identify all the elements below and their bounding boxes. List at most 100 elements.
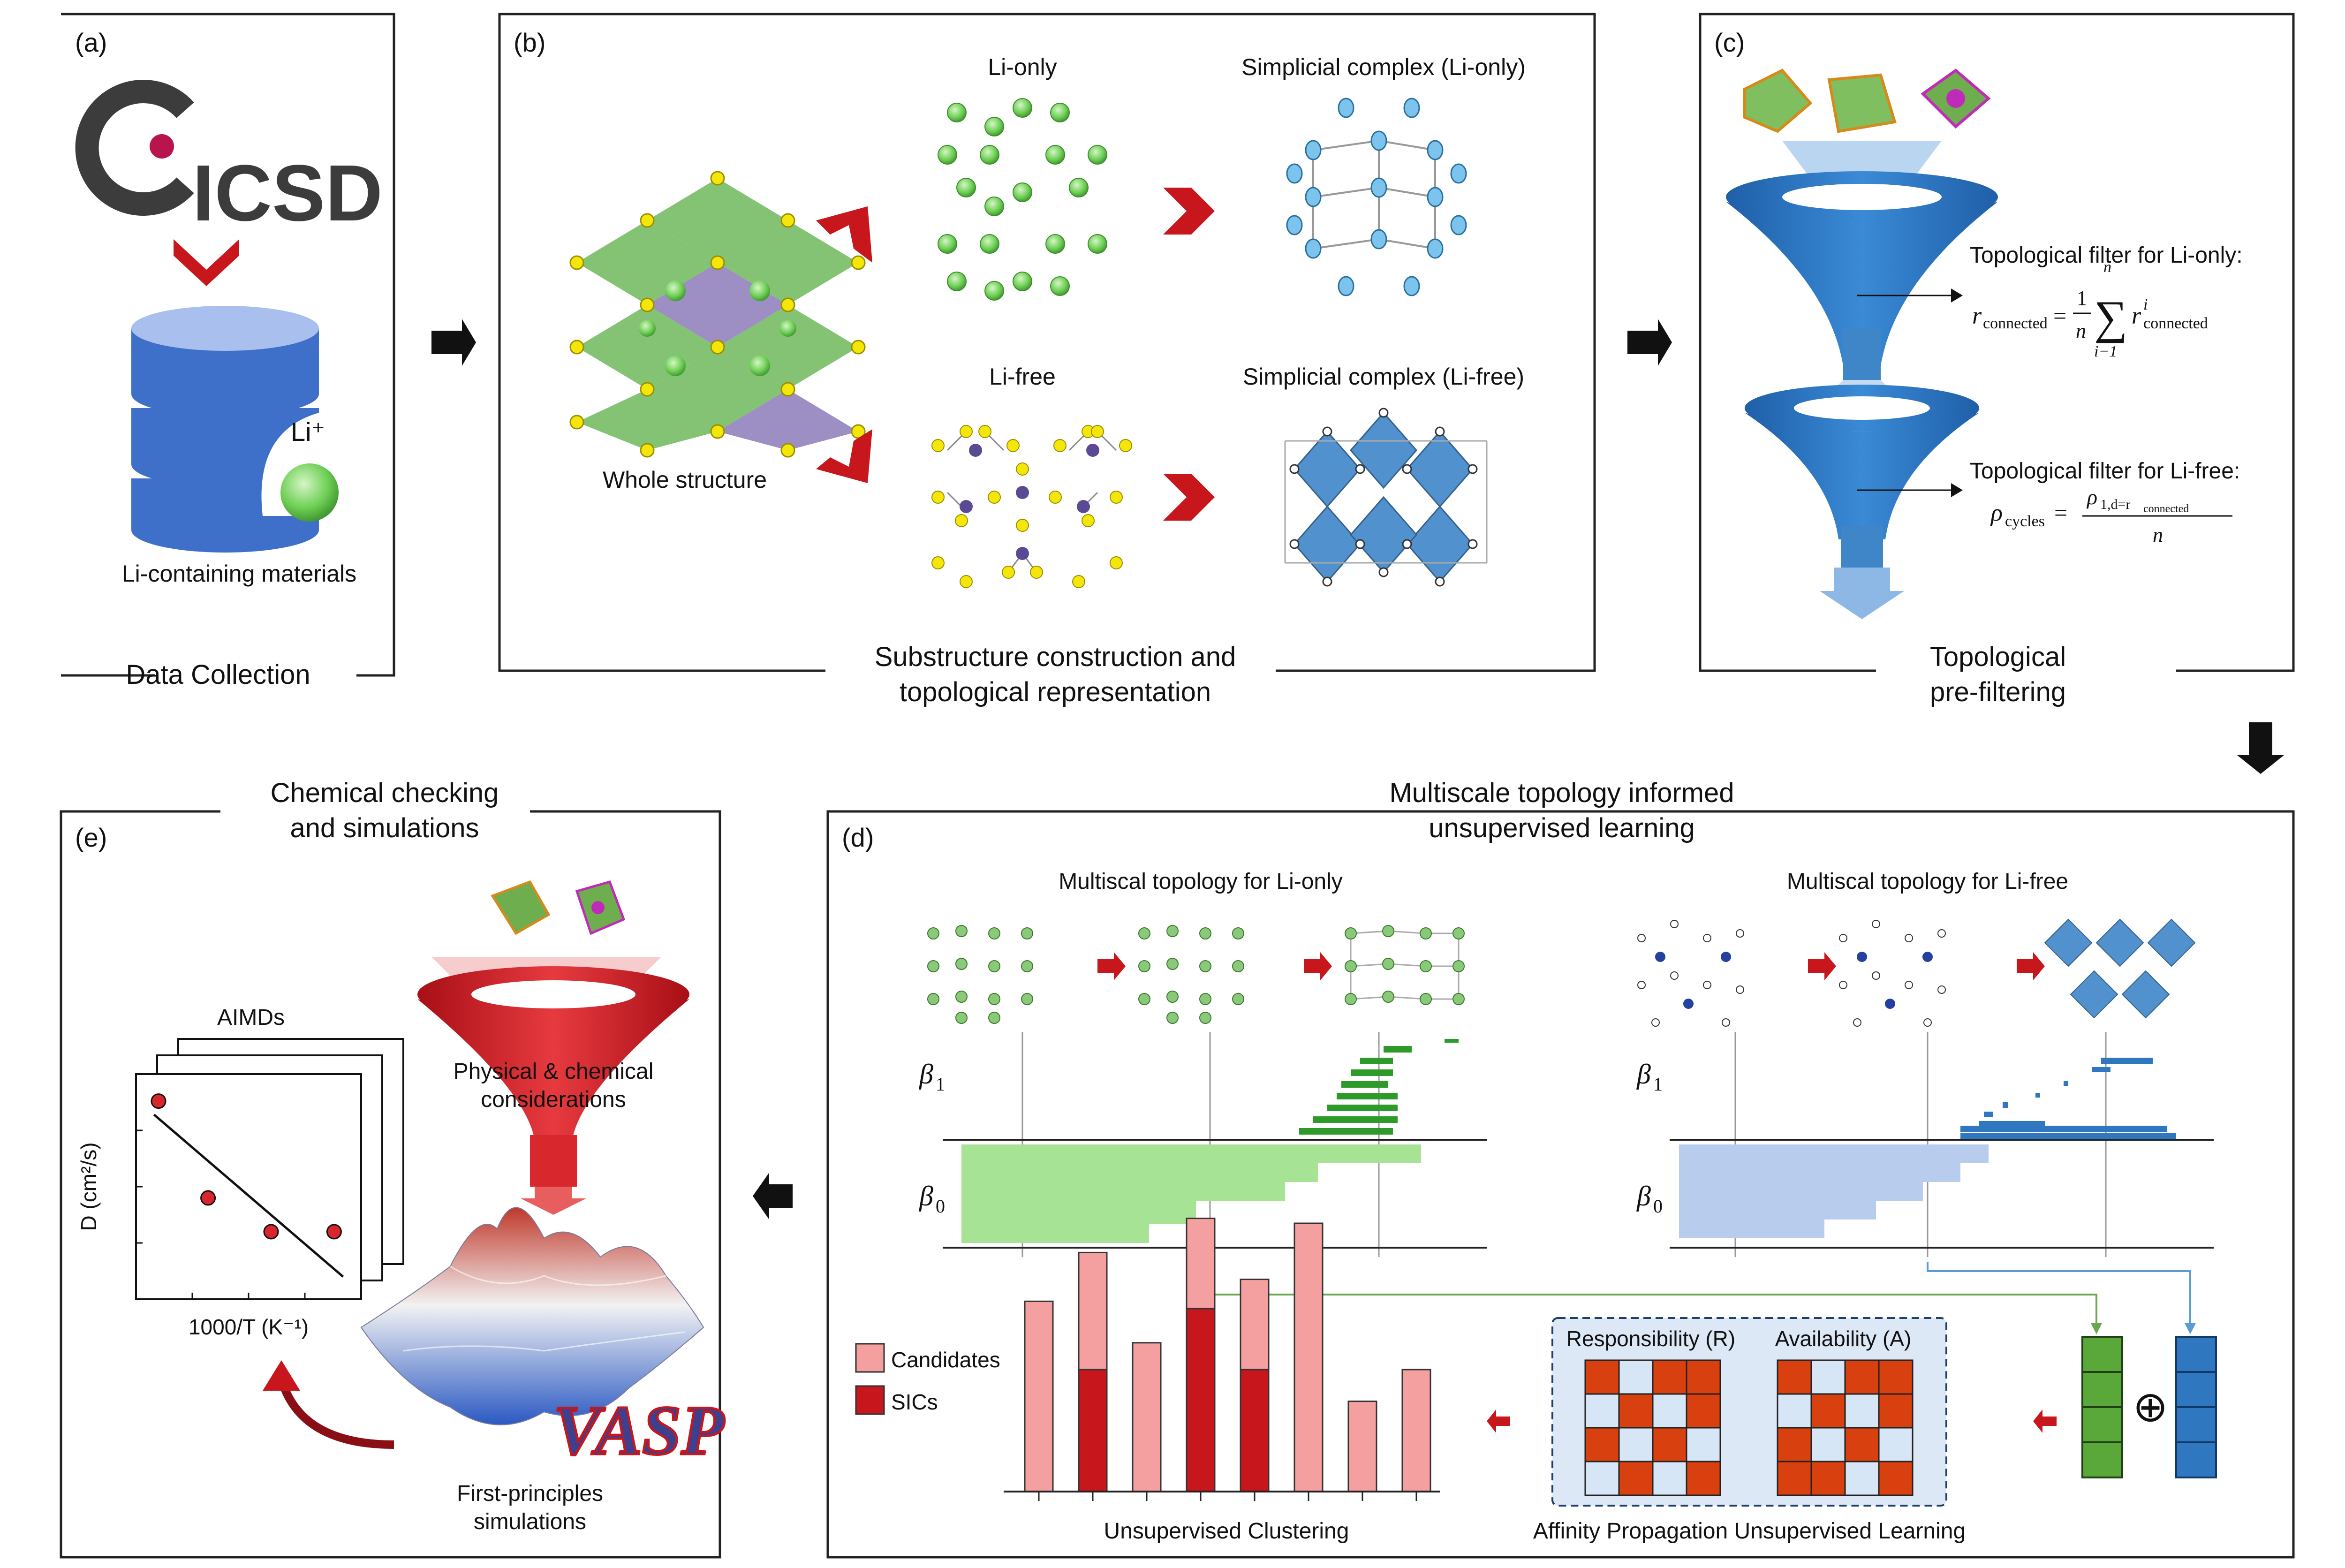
panel-a-frame: [61, 13, 395, 677]
filter1-formula: r connected = 1 n n ∑ i−1 r i connected: [1972, 258, 2208, 360]
matrix-cell: [1844, 1393, 1880, 1429]
database-icon: [131, 306, 328, 553]
arrow-right-icon: [1808, 952, 1836, 980]
filter1-title: Topological filter for Li-only:: [1970, 243, 2243, 268]
simplicial-li-only-label: Simplicial complex (Li-only): [1241, 54, 1526, 80]
funnel-label-line1: Physical & chemical: [454, 1059, 654, 1084]
chevron-down-right-icon: [816, 429, 872, 483]
sic-bar: [1186, 1308, 1216, 1492]
panel-d-frame: [826, 810, 2295, 1559]
fp-label-line1: First-principles: [457, 1481, 603, 1506]
cycle-arrow-icon: [277, 1378, 394, 1449]
simplicial-li-free-label: Simplicial complex (Li-free): [1243, 364, 1524, 390]
panel-b-caption-line1: Substructure construction and: [875, 642, 1236, 672]
li-free-beta1-bars: [1960, 1058, 2176, 1139]
panel-c-caption-line2: pre-filtering: [1930, 677, 2066, 707]
whole-structure-label: Whole structure: [603, 467, 767, 493]
svg-text:i: i: [2143, 296, 2148, 313]
sic-bar: [1078, 1369, 1108, 1492]
candidate-bar: [1024, 1300, 1054, 1492]
svg-text:ρ: ρ: [2086, 485, 2097, 509]
matrix-cell: [1686, 1393, 1721, 1429]
matrix-cell: [1652, 1393, 1687, 1429]
panel-c: (c) Topological filter for Li-only:: [1699, 13, 2295, 707]
matrix-cell: [1618, 1427, 1654, 1462]
svg-text:connected: connected: [1983, 315, 2048, 332]
matrix-cell: [1686, 1461, 1721, 1496]
panel-a-caption: Data Collection: [126, 659, 310, 690]
concat-icon: ⊕: [2133, 1384, 2168, 1431]
arrow-left-icon: [753, 1173, 793, 1220]
li-ion-icon: [280, 463, 339, 522]
li-free-filtration-image: [1637, 918, 2196, 1027]
panel-b-frame: [498, 13, 1596, 672]
candidate-structures-image: [1743, 68, 1991, 133]
panel-b-caption-line2: topological representation: [900, 677, 1211, 707]
matrix-cell: [1810, 1393, 1846, 1429]
arrow-right-icon: [1627, 319, 1672, 366]
panel-e: Chemical checking and simulations (e) AI…: [60, 778, 726, 1559]
matrix-cell: [1652, 1359, 1687, 1395]
li-free-label: Li-free: [989, 364, 1056, 390]
li-free-atoms-image: [931, 425, 1132, 588]
matrix-cell: [1810, 1359, 1846, 1395]
svg-text:β: β: [919, 1181, 933, 1212]
panel-d-caption-line1: Multiscale topology informed: [1389, 778, 1734, 808]
svg-text:n: n: [2153, 523, 2163, 546]
candidate-bar: [1347, 1401, 1377, 1492]
panel-e-caption-line1: Chemical checking: [271, 778, 499, 808]
matrix-cell: [1878, 1359, 1914, 1395]
svg-text:∑: ∑: [2094, 291, 2127, 343]
li-ion-label: Li⁺: [291, 417, 325, 447]
svg-text:=: =: [2053, 303, 2066, 329]
li-only-label: Li-only: [988, 54, 1057, 80]
matrix-cell: [1878, 1461, 1914, 1496]
panel-e-tag: (e): [75, 823, 107, 852]
panel-a: (a) ICSD Li⁺ Li-containing materials Dat…: [61, 13, 395, 690]
matrix-cell: [1777, 1359, 1812, 1395]
icsd-logo-dot: [150, 134, 174, 159]
legend-sics-label: SICs: [891, 1390, 938, 1414]
svg-text:β: β: [1636, 1181, 1651, 1212]
matrix-cell: [1686, 1427, 1721, 1462]
li-free-barcode-chart: β 1 β 0: [1636, 1032, 2214, 1257]
svg-text:connected: connected: [2143, 503, 2189, 515]
svg-text:1: 1: [936, 1074, 945, 1095]
matrix-cell: [1584, 1427, 1620, 1462]
matrix-cell: [1618, 1393, 1654, 1429]
chevron-up-right-icon: [816, 206, 872, 263]
panel-b-tag: (b): [514, 28, 545, 57]
panel-d-caption-line2: unsupervised learning: [1429, 813, 1694, 843]
svg-text:1,d=r: 1,d=r: [2100, 497, 2130, 512]
svg-text:cycles: cycles: [2005, 513, 2045, 530]
aimd-point: [200, 1190, 216, 1206]
arrow-left-icon: [1487, 1409, 1510, 1433]
affinity-propagation-box: Responsibility (R) Availability (A): [1551, 1317, 1947, 1507]
aimd-y-axis-label: D (cm²/s): [76, 1142, 101, 1231]
li-free-topology-title: Multiscal topology for Li-free: [1787, 869, 2068, 894]
availability-label: Availability (A): [1775, 1326, 1912, 1351]
responsibility-label: Responsibility (R): [1566, 1326, 1735, 1351]
svg-text:0: 0: [936, 1196, 945, 1217]
icsd-logo-arc: [75, 80, 194, 216]
matrix-cell: [1584, 1393, 1620, 1429]
svg-text:n: n: [2076, 319, 2086, 342]
aimd-point: [263, 1224, 279, 1240]
sic-bar: [1240, 1369, 1270, 1492]
matrix-cell: [1652, 1461, 1687, 1496]
matrix-cell: [1686, 1359, 1721, 1395]
svg-text:1: 1: [1653, 1074, 1663, 1095]
matrix-cell: [1844, 1427, 1880, 1462]
svg-text:r: r: [2132, 303, 2141, 329]
matrix-cell: [1878, 1427, 1914, 1462]
matrix-cell: [1810, 1427, 1846, 1462]
vasp-logo: VASP: [552, 1391, 726, 1471]
icsd-logo-text: ICSD: [192, 149, 383, 238]
svg-text:=: =: [2054, 500, 2067, 526]
arrow-right-icon: [1304, 952, 1332, 980]
matrix-cell: [1584, 1461, 1620, 1496]
panel-d: Multiscale topology informed unsupervise…: [826, 778, 2295, 1559]
li-free-beta0-bars: [1679, 1144, 1989, 1238]
svg-text:ρ: ρ: [1990, 500, 2003, 526]
